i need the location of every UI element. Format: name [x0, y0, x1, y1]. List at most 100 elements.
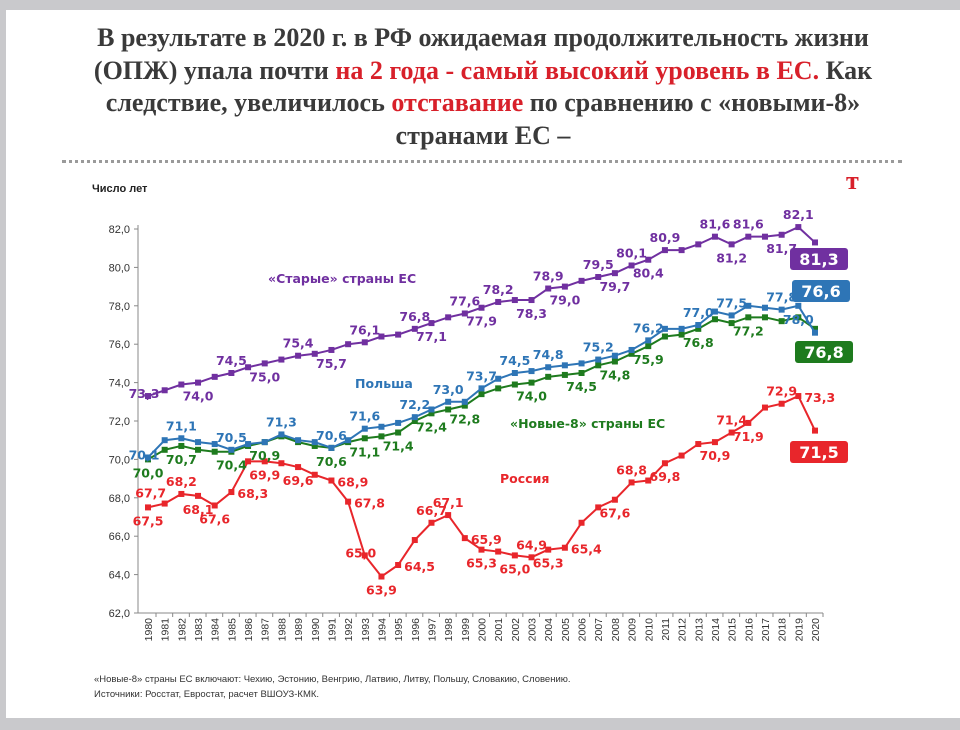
title-line-4: странами ЕС –	[395, 120, 571, 150]
data-point	[578, 370, 585, 376]
data-point	[361, 339, 368, 346]
data-point	[445, 512, 452, 519]
data-point	[795, 302, 802, 309]
x-tick-label: 2002	[510, 618, 522, 642]
data-point	[678, 331, 685, 338]
data-label: 70,4	[216, 458, 247, 473]
data-point	[311, 442, 318, 449]
data-point	[645, 337, 652, 344]
data-point	[628, 262, 635, 269]
data-label: 74,5	[566, 379, 597, 394]
x-tick-label: 1984	[210, 618, 222, 642]
title-line-1: В результате в 2020 г. в РФ ожидаемая пр…	[97, 23, 869, 52]
x-tick-label: 2014	[710, 618, 722, 642]
data-point	[795, 314, 802, 321]
data-label: 71,1	[349, 444, 380, 459]
data-label: 67,7	[135, 486, 166, 501]
data-label: 79,7	[599, 279, 630, 294]
data-label: 77,9	[466, 314, 497, 329]
data-point	[495, 385, 502, 392]
data-label: 68,3	[237, 486, 268, 501]
data-label: 70,9	[249, 448, 280, 463]
data-point	[528, 368, 535, 375]
data-point	[611, 270, 618, 277]
data-point	[528, 554, 535, 561]
x-tick-label: 2000	[477, 618, 489, 642]
data-label: 72,2	[399, 397, 430, 412]
data-point	[395, 331, 402, 338]
y-tick-label: 76,0	[109, 339, 130, 351]
x-tick-label: 2008	[610, 618, 622, 642]
x-tick-label: 1980	[143, 618, 155, 642]
x-tick-label: 2005	[560, 618, 572, 642]
data-point	[778, 400, 785, 407]
data-point	[628, 350, 635, 357]
data-label: 74,5	[216, 353, 247, 368]
data-label: 74,8	[599, 367, 630, 382]
y-tick-label: 80,0	[109, 262, 130, 274]
data-point	[745, 302, 752, 309]
data-point	[145, 393, 151, 400]
data-point	[278, 431, 285, 438]
y-tick-label: 66,0	[109, 531, 130, 543]
data-point	[728, 320, 735, 327]
data-label: 74,0	[183, 389, 214, 404]
x-tick-label: 1982	[176, 618, 188, 642]
x-tick-label: 1999	[460, 618, 472, 642]
data-label: 75,9	[633, 352, 664, 367]
data-label: 67,6	[599, 506, 630, 521]
x-tick-label: 1988	[276, 618, 288, 642]
x-tick-label: 2003	[527, 618, 539, 642]
data-point	[345, 498, 352, 505]
data-label: 70,7	[166, 452, 197, 467]
data-point	[445, 314, 452, 321]
data-label: 81,6	[700, 217, 731, 232]
data-label: 69,8	[650, 469, 681, 484]
data-point	[761, 304, 768, 311]
data-point	[511, 552, 518, 559]
data-point	[561, 371, 568, 378]
data-point	[545, 364, 552, 371]
data-point	[161, 500, 168, 507]
x-tick-label: 1989	[293, 618, 305, 642]
data-point	[528, 297, 535, 304]
footnote: «Новые-8» страны ЕС включают: Чехию, Эст…	[94, 674, 571, 685]
data-point	[461, 535, 468, 542]
data-point	[478, 391, 485, 398]
data-point	[628, 346, 635, 353]
data-point	[478, 385, 485, 392]
x-tick-label: 1996	[410, 618, 422, 642]
data-point	[178, 435, 185, 442]
data-point	[311, 350, 318, 357]
data-point	[695, 441, 702, 448]
data-point	[695, 241, 702, 248]
data-label: 72,9	[766, 384, 797, 399]
data-label: 70,0	[133, 465, 164, 480]
sources: Источники: Росстат, Евростат, расчет ВШО…	[94, 689, 320, 700]
data-point	[728, 241, 735, 248]
data-label: 72,4	[416, 419, 447, 434]
title-text: следствие, увеличилось	[105, 88, 392, 117]
data-point	[561, 362, 568, 369]
data-label: 73,7	[466, 368, 497, 383]
data-point	[345, 341, 352, 348]
end-value-box	[790, 441, 848, 463]
end-value-box	[792, 280, 850, 302]
data-label: 76,8	[683, 335, 714, 350]
x-tick-label: 2018	[777, 618, 789, 642]
data-point	[578, 277, 585, 284]
data-point	[461, 402, 468, 409]
data-point	[812, 427, 818, 434]
data-label: 78,2	[483, 282, 514, 297]
data-point	[378, 333, 385, 340]
series-label: Россия	[500, 471, 549, 486]
data-point	[611, 358, 618, 365]
data-point	[445, 398, 452, 405]
data-point	[478, 546, 485, 553]
x-tick-label: 1990	[310, 618, 322, 642]
slide: В результате в 2020 г. в РФ ожидаемая пр…	[6, 10, 960, 718]
x-tick-label: 2009	[627, 618, 639, 642]
data-point	[711, 439, 718, 446]
data-label: 81,2	[716, 250, 747, 265]
data-point	[561, 283, 568, 290]
